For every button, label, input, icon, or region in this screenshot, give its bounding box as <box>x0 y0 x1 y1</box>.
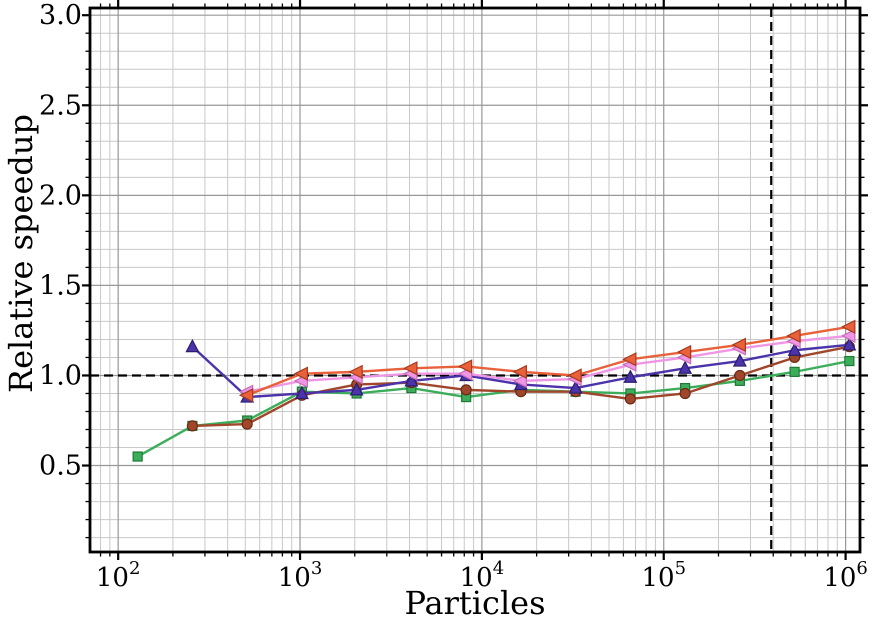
marker-triangle-up <box>787 342 802 356</box>
x-axis-label: Particles <box>404 584 546 622</box>
marker-triangle-left <box>786 328 801 344</box>
marker-triangle-left <box>840 328 856 344</box>
axis-ticks <box>82 0 868 560</box>
x-tick-label: 104 <box>460 558 505 593</box>
data-series <box>132 319 857 462</box>
marker-triangle-left <box>840 319 856 335</box>
marker-triangle-left <box>293 366 309 381</box>
marker-triangle-left <box>676 344 692 360</box>
marker-triangle-left <box>403 361 418 376</box>
plot-frame <box>88 6 862 554</box>
series-line <box>136 359 851 458</box>
y-tick-label: 2.0 <box>39 180 82 211</box>
marker-circle <box>241 418 253 430</box>
marker-triangle-left <box>512 364 527 380</box>
marker-triangle-up <box>623 369 638 383</box>
marker-triangle-left <box>457 359 473 374</box>
x-tick-label: 106 <box>823 558 868 593</box>
axes-frame <box>88 6 862 554</box>
marker-triangle-left <box>512 373 527 389</box>
marker-triangle-up <box>678 360 693 374</box>
marker-triangle-up <box>294 385 309 400</box>
marker-triangle-up <box>842 337 857 351</box>
marker-circle <box>679 387 691 400</box>
marker-triangle-left <box>567 368 582 383</box>
marker-square <box>132 451 143 462</box>
series-line <box>245 325 851 397</box>
marker-circle <box>186 420 199 432</box>
marker-triangle-up <box>185 338 200 353</box>
y-tick-label: 1.0 <box>39 360 82 391</box>
tick-labels: 0.5 1.0 1.5 2.0 2.5 3.0 102 103 104 105 106 <box>39 0 868 593</box>
marker-triangle-up <box>732 353 747 367</box>
marker-circle <box>460 384 472 396</box>
marker-triangle-up <box>568 380 583 394</box>
y-tick-label: 3.0 <box>39 0 82 31</box>
y-tick-label: 1.5 <box>39 270 82 301</box>
marker-triangle-left <box>348 364 363 380</box>
x-tick-label: 102 <box>96 558 141 593</box>
x-tick-label: 105 <box>641 558 686 593</box>
y-tick-label: 2.5 <box>39 90 82 121</box>
series-left-triangles-orange <box>238 319 856 403</box>
marker-square <box>789 366 800 377</box>
marker-triangle-left <box>622 352 637 367</box>
x-tick-label: 103 <box>278 558 323 593</box>
marker-triangle-up <box>349 382 364 396</box>
marker-circle <box>734 369 746 382</box>
marker-triangle-left <box>731 337 746 353</box>
marker-triangle-left <box>238 388 254 403</box>
marker-triangle-up <box>404 373 419 387</box>
marker-square <box>844 355 855 367</box>
series-line <box>245 334 851 393</box>
minor-gridlines <box>90 8 860 552</box>
y-axis-label: Relative speedup <box>2 114 40 393</box>
y-tick-label: 0.5 <box>39 451 82 482</box>
marker-circle <box>624 393 636 405</box>
